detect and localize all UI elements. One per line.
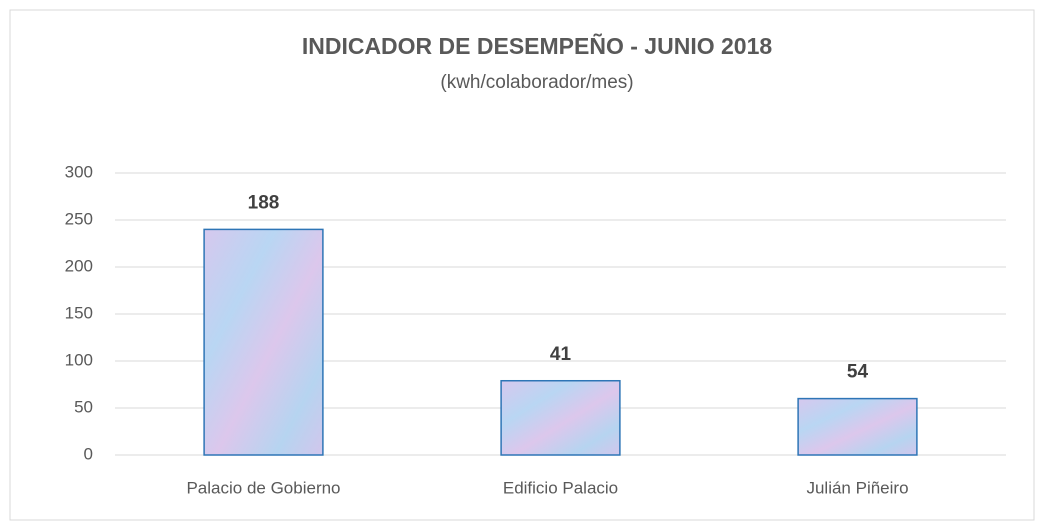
y-tick-label: 300 <box>65 162 93 181</box>
x-tick-label: Julián Piñeiro <box>806 478 908 497</box>
annotation: 54 <box>847 362 869 383</box>
chart-title: INDICADOR DE DESEMPEÑO - JUNIO 2018 <box>302 32 773 59</box>
y-tick-label: 200 <box>65 256 93 275</box>
y-tick-label: 50 <box>74 397 93 416</box>
chart-subtitle: (kwh/colaborador/mes) <box>440 72 633 93</box>
bar <box>500 379 621 456</box>
x-tick-label: Edificio Palacio <box>503 478 618 497</box>
y-tick-label: 0 <box>84 444 93 463</box>
annotation: 41 <box>550 344 572 365</box>
bar <box>203 228 324 456</box>
y-tick-label: 250 <box>65 209 93 228</box>
x-tick-label: Palacio de Gobierno <box>186 478 340 497</box>
y-tick-label: 100 <box>65 350 93 369</box>
annotation: 188 <box>248 192 280 213</box>
bar <box>797 397 918 456</box>
y-tick-label: 150 <box>65 303 93 322</box>
